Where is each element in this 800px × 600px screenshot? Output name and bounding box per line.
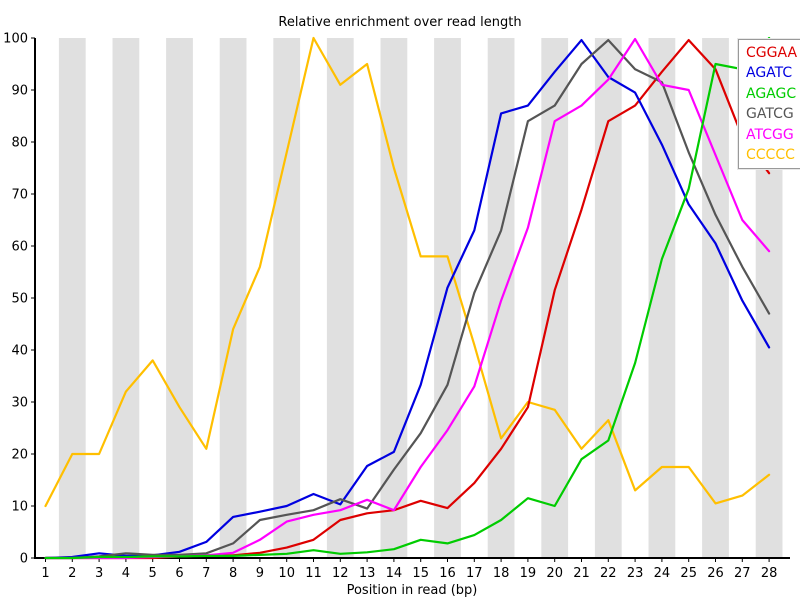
- y-axis-tick-labels: 0 10 20 30 40 50 60 70 80 90 100: [3, 32, 35, 567]
- y-tick-label: 30: [11, 396, 28, 411]
- grid-band: [166, 38, 193, 558]
- x-tick-label: 23: [627, 566, 644, 581]
- data-series-lines: [44, 36, 771, 560]
- y-tick-label: 0: [20, 552, 28, 567]
- x-tick-label: 21: [573, 566, 590, 581]
- x-tick-label: 16: [439, 566, 456, 581]
- y-tick-label: 40: [11, 344, 28, 359]
- legend-item-CCCCC: CCCCC: [746, 147, 795, 164]
- legend-item-GATCG: GATCG: [746, 106, 794, 123]
- x-tick-label: 10: [278, 566, 295, 581]
- series-line-AGATC: [44, 38, 771, 560]
- chart-title: Relative enrichment over read length: [278, 15, 521, 30]
- x-tick-label: 5: [149, 566, 157, 581]
- x-axis-title: Position in read (bp): [347, 583, 478, 598]
- grid-band: [112, 38, 140, 558]
- x-tick-label: 19: [520, 566, 537, 581]
- x-tick-label: 26: [707, 566, 724, 581]
- x-tick-label: 18: [493, 566, 510, 581]
- y-tick-label: 50: [11, 292, 28, 307]
- x-axis-tick-labels: 1 2 3 4 5 6 7 8 9 10 11 12 13 14 15 16 17 18 19 20 21 22 23 24 2…: [41, 558, 777, 581]
- x-tick-label: 22: [600, 566, 617, 581]
- grid-band: [219, 38, 247, 558]
- x-tick-label: 20: [546, 566, 563, 581]
- x-tick-label: 28: [761, 566, 778, 581]
- x-tick-label: 24: [654, 566, 671, 581]
- legend-item-AGAGC: AGAGC: [746, 85, 797, 102]
- y-tick-label: 80: [11, 136, 28, 151]
- x-tick-label: 3: [95, 566, 103, 581]
- x-tick-label: 4: [122, 566, 130, 581]
- background-bands: [58, 38, 783, 558]
- x-tick-label: 2: [68, 566, 76, 581]
- x-tick-label: 12: [332, 566, 349, 581]
- x-tick-label: 27: [734, 566, 751, 581]
- x-tick-label: 13: [359, 566, 376, 581]
- x-tick-label: 1: [41, 566, 49, 581]
- x-tick-label: 9: [256, 566, 264, 581]
- x-tick-label: 17: [466, 566, 483, 581]
- x-tick-label: 7: [202, 566, 210, 581]
- series-line-AGAGC: [44, 36, 771, 560]
- y-tick-label: 60: [11, 240, 28, 255]
- x-tick-label: 6: [175, 566, 183, 581]
- legend-item-CGGAA: CGGAA: [746, 45, 798, 61]
- y-tick-label: 20: [11, 448, 28, 463]
- x-tick-label: 25: [680, 566, 697, 581]
- series-line-CCCCC: [44, 36, 771, 508]
- grid-band: [702, 38, 729, 558]
- legend-box: CGGAA AGATC AGAGC GATCG ATCGG CCCCC: [738, 39, 800, 170]
- y-tick-label: 70: [11, 188, 28, 203]
- grid-band: [58, 38, 86, 558]
- x-tick-label: 15: [412, 566, 429, 581]
- x-tick-label: 8: [229, 566, 237, 581]
- grid-band: [380, 38, 408, 558]
- x-tick-label: 14: [386, 566, 403, 581]
- legend-item-ATCGG: ATCGG: [746, 126, 794, 143]
- legend-item-AGATC: AGATC: [746, 65, 793, 82]
- x-tick-label: 11: [305, 566, 322, 581]
- series-line-GATCG: [44, 38, 771, 560]
- y-tick-label: 100: [3, 32, 28, 47]
- y-tick-label: 10: [11, 500, 28, 515]
- grid-band: [326, 38, 354, 558]
- y-tick-label: 90: [11, 84, 28, 99]
- grid-band: [434, 38, 461, 558]
- grid-band: [273, 38, 301, 558]
